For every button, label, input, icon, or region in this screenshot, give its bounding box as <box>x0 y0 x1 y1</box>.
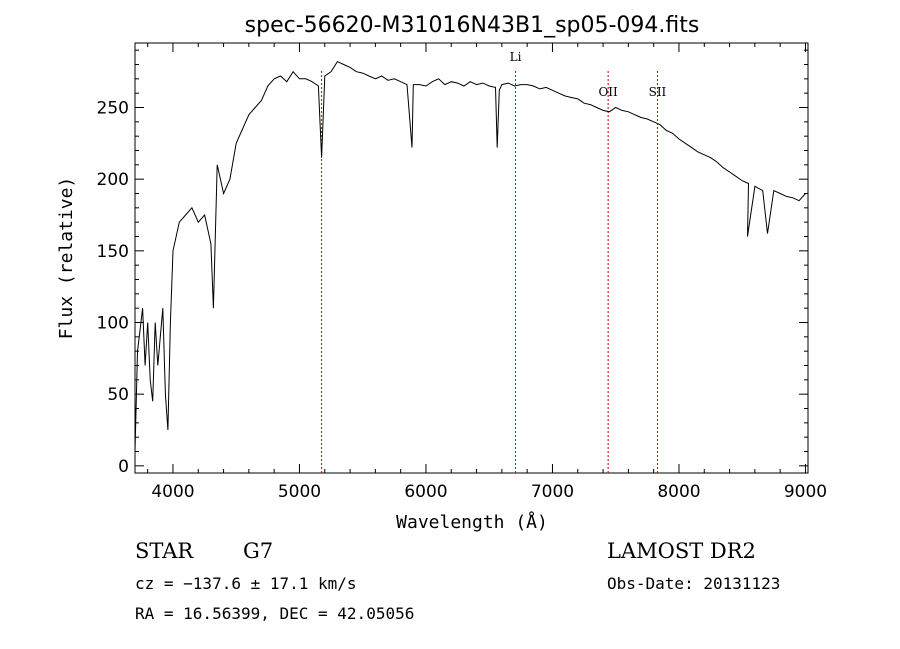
observation-date: Obs-Date: 20131123 <box>607 574 780 593</box>
y-tick-label: 100 <box>97 314 129 334</box>
x-tick-label: 8000 <box>657 482 700 502</box>
spectral-line-label: SII <box>649 85 667 99</box>
axis-ticks: 4000 5000 6000 7000 8000 9000 0 50 100 150 200 250 <box>97 43 827 502</box>
sky-coordinates: RA = 16.56399, DEC = 42.05056 <box>135 604 414 623</box>
spectral-line-label: Li <box>510 50 522 64</box>
plot-frame <box>134 42 809 474</box>
x-tick-label: 4000 <box>151 482 194 502</box>
x-tick-label: 5000 <box>278 482 321 502</box>
y-tick-label: 200 <box>97 170 129 190</box>
spectrum-line <box>134 60 806 452</box>
spectral-line-markers: Li OII SII <box>321 50 667 473</box>
object-subclass: G7 <box>243 539 273 563</box>
chart-title: spec-56620-M31016N43B1_sp05-094.fits <box>245 13 700 38</box>
spectral-line-label: OII <box>598 85 618 99</box>
survey-name: LAMOST DR2 <box>607 539 756 563</box>
x-tick-label: 7000 <box>531 482 574 502</box>
x-tick-label: 6000 <box>404 482 447 502</box>
x-tick-label: 9000 <box>784 482 827 502</box>
y-tick-label: 0 <box>118 457 129 477</box>
x-axis-label: Wavelength (Å) <box>396 511 548 533</box>
object-type: STAR <box>135 539 194 563</box>
y-axis-label: Flux (relative) <box>56 177 77 340</box>
y-tick-label: 250 <box>97 99 129 119</box>
redshift-velocity: cz = −137.6 ± 17.1 km/s <box>135 574 357 593</box>
y-tick-label: 50 <box>107 385 129 405</box>
y-tick-label: 150 <box>97 242 129 262</box>
